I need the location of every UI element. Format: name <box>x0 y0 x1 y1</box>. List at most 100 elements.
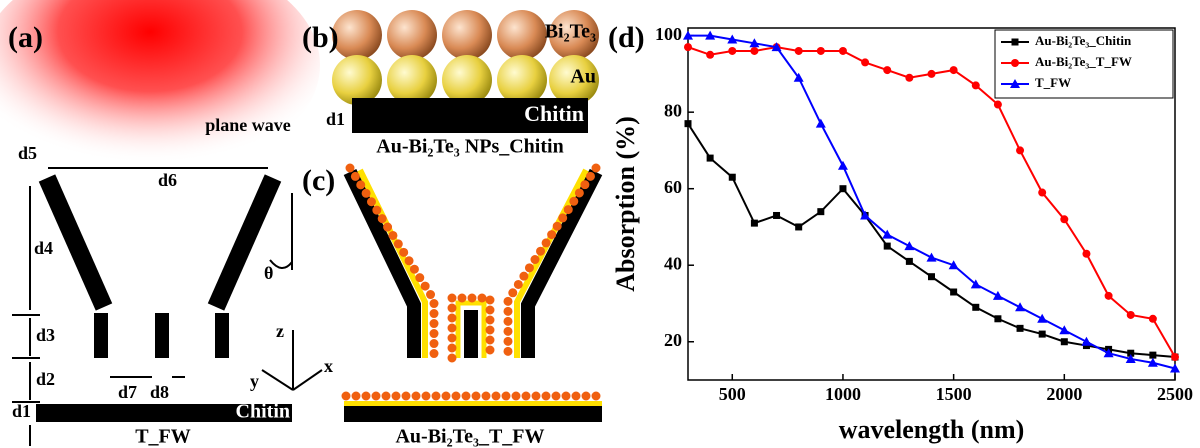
marker <box>1059 325 1069 334</box>
panel-label: (a) <box>8 21 43 54</box>
stub <box>94 313 108 358</box>
panel-label: (c) <box>302 164 335 197</box>
marker <box>729 174 736 181</box>
caption: Au-Bi₂Te₃_T_FW <box>395 426 544 448</box>
x-tick-label: 2000 <box>1046 384 1082 404</box>
marker <box>1149 315 1157 323</box>
coated-fins <box>344 168 602 422</box>
legend-label: Au-Bi₂Te₃_T_FW <box>1035 54 1132 69</box>
marker <box>728 47 736 55</box>
marker <box>816 119 826 128</box>
marker <box>838 161 848 170</box>
x-tick-label: 1500 <box>936 384 972 404</box>
marker <box>707 155 714 162</box>
plane-wave-beam <box>0 0 320 175</box>
marker <box>972 304 979 311</box>
stub <box>215 313 229 358</box>
marker <box>994 315 1001 322</box>
marker <box>994 101 1002 109</box>
marker <box>861 58 869 66</box>
label: y <box>250 371 259 391</box>
marker <box>1038 189 1046 197</box>
marker <box>993 291 1003 300</box>
marker <box>1016 146 1024 154</box>
y-axis-label: Absorption (%) <box>611 116 640 292</box>
label: Chitin <box>524 101 584 126</box>
label: z <box>276 321 284 341</box>
marker <box>839 47 847 55</box>
label: Bi₂Te₃ <box>545 21 596 43</box>
panel-label: (d) <box>608 21 645 54</box>
marker <box>706 51 714 59</box>
marker <box>839 185 846 192</box>
marker <box>884 243 891 250</box>
caption: Au-Bi₂Te₃ NPs_Chitin <box>376 136 563 158</box>
label: d8 <box>150 382 169 402</box>
marker <box>972 81 980 89</box>
marker <box>906 258 913 265</box>
absorption-chart: 20 40 60 80 100 500 1000 1500 2000 2500 wavelength… <box>611 24 1193 444</box>
y-tick-label: 100 <box>655 24 682 44</box>
marker <box>950 66 958 74</box>
marker <box>1081 337 1091 346</box>
marker <box>817 208 824 215</box>
panel-label: (b) <box>302 21 339 54</box>
y-tick-label: 60 <box>664 177 682 197</box>
label: d4 <box>34 238 53 258</box>
caption: T_FW <box>135 426 191 448</box>
marker <box>685 120 692 127</box>
x-tick-label: 500 <box>719 384 746 404</box>
label: d6 <box>158 170 177 190</box>
legend-label: T_FW <box>1035 75 1071 90</box>
marker <box>1011 59 1019 67</box>
label: d1 <box>326 109 345 129</box>
fin <box>47 178 104 307</box>
marker <box>928 70 936 78</box>
marker <box>751 220 758 227</box>
marker <box>883 66 891 74</box>
label: plane wave <box>205 115 291 135</box>
marker <box>1082 250 1090 258</box>
marker <box>1037 314 1047 323</box>
marker <box>1127 311 1135 319</box>
marker <box>1171 353 1179 361</box>
fin <box>216 178 273 307</box>
marker <box>1149 352 1156 359</box>
marker <box>795 223 802 230</box>
marker <box>1017 325 1024 332</box>
label: Au <box>570 66 596 88</box>
label: d5 <box>18 143 37 163</box>
label: d3 <box>36 325 55 345</box>
legend-label: Au-Bi₂Te₃_Chitin <box>1035 33 1132 48</box>
marker <box>1105 292 1113 300</box>
marker <box>1012 39 1019 46</box>
y-tick-label: 80 <box>664 100 682 120</box>
marker <box>1039 331 1046 338</box>
label: x <box>324 356 333 376</box>
y-tick-label: 20 <box>664 330 682 350</box>
x-tick-label: 2500 <box>1157 384 1193 404</box>
marker <box>950 289 957 296</box>
marker <box>1060 215 1068 223</box>
marker <box>1061 338 1068 345</box>
label: d7 <box>118 382 137 402</box>
marker <box>795 47 803 55</box>
stub <box>155 313 169 358</box>
marker <box>773 212 780 219</box>
marker <box>750 47 758 55</box>
x-tick-label: 1000 <box>825 384 861 404</box>
marker <box>905 74 913 82</box>
marker <box>817 47 825 55</box>
marker <box>684 43 692 51</box>
figure: (a) plane wave Chitin T_FW d5 d6 d4 θ d3… <box>0 0 1200 448</box>
marker <box>1015 302 1025 311</box>
label: d2 <box>36 369 55 389</box>
marker <box>928 273 935 280</box>
x-axis-label: wavelength (nm) <box>839 415 1025 444</box>
marker <box>927 253 937 262</box>
series-line <box>688 124 1175 357</box>
label: θ <box>264 263 273 283</box>
y-tick-label: 40 <box>664 253 682 273</box>
label: d1 <box>12 401 31 421</box>
marker <box>904 241 914 250</box>
